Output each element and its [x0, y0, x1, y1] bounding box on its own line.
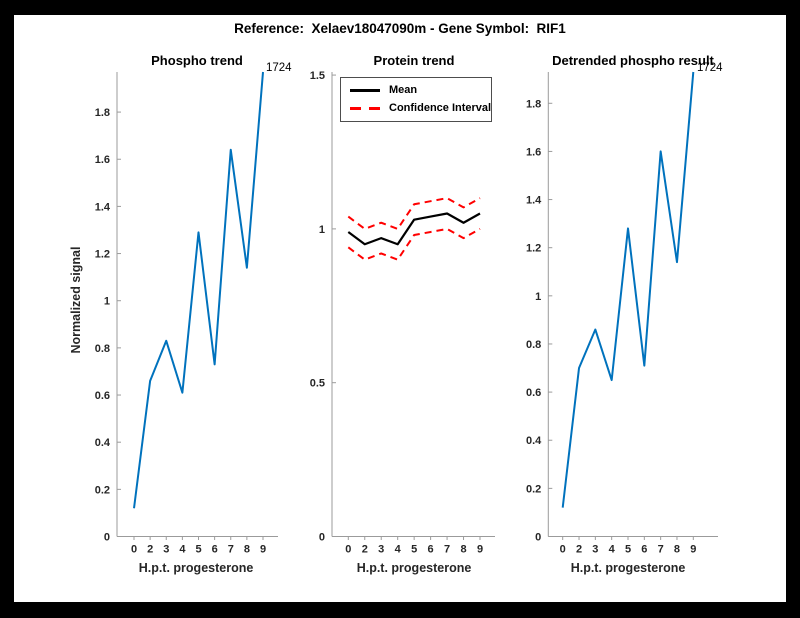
- series-line-confidence-lower: [347, 227, 481, 261]
- x-tick-label: 7: [228, 544, 234, 556]
- x-tick-label: 6: [428, 544, 434, 556]
- legend-swatch-ci-dashed-line: [350, 107, 380, 110]
- y-tick-label: 1.5: [310, 70, 325, 82]
- x-tick-label: 2: [362, 544, 368, 556]
- y-tick-label: 1.2: [95, 249, 110, 261]
- x-tick-label: 7: [444, 544, 450, 556]
- y-tick-label: 0.4: [95, 437, 111, 449]
- matlab-figure: Reference: Xelaev18047090m - Gene Symbol…: [14, 15, 786, 602]
- x-tick-label: 2: [576, 544, 582, 556]
- ci-dash-sample: [350, 107, 361, 110]
- x-tick-label: 6: [641, 544, 647, 556]
- series-line-detrended-phospho: [561, 71, 695, 508]
- y-tick-label: 1: [319, 224, 325, 236]
- mean-line-sample: [350, 89, 380, 92]
- y-tick-label: 1.6: [526, 146, 541, 158]
- x-tick-label: 3: [592, 544, 598, 556]
- figure-title: Reference: Xelaev18047090m - Gene Symbol…: [234, 21, 566, 36]
- x-tick-label: 0: [131, 544, 137, 556]
- ci-dash-sample: [369, 107, 380, 110]
- y-axis-label: Normalized signal: [69, 246, 83, 354]
- x-tick-label: 5: [625, 544, 631, 556]
- x-tick-label: 6: [212, 544, 218, 556]
- y-tick-label: 0: [104, 532, 110, 544]
- y-tick-label: 1.4: [95, 201, 111, 213]
- series-line-confidence-upper: [347, 197, 481, 230]
- y-tick-label: 1.6: [95, 154, 110, 166]
- y-tick-label: 0.5: [310, 378, 325, 390]
- subplot-detrended-xlabel: H.p.t. progesterone: [570, 561, 686, 575]
- y-tick-label: 0.2: [526, 483, 541, 495]
- legend-label-confidence-interval: Confidence Interval: [389, 102, 492, 114]
- subplot-detrended-title: Detrended phospho result: [552, 53, 714, 68]
- y-tick-label: 0.8: [526, 339, 541, 351]
- datapoint-annotation-detrended: 1724: [697, 62, 723, 74]
- x-tick-label: 5: [411, 544, 417, 556]
- subplot-1: 0 2 3 4 5 6 7 8 900.511.5: [310, 70, 495, 556]
- subplot-protein-title: Protein trend: [373, 53, 455, 68]
- x-tick-label: 9: [690, 544, 696, 556]
- x-tick-label: 2: [147, 544, 153, 556]
- legend-swatch-mean-line: [350, 89, 380, 92]
- x-tick-label: 8: [460, 544, 466, 556]
- x-tick-label: 8: [674, 544, 680, 556]
- y-tick-label: 1: [535, 291, 541, 303]
- subplot-2: 0 2 3 4 5 6 7 8 900.20.40.60.811.21.41.61.8: [526, 71, 718, 556]
- legend-item-confidence-interval: Confidence Interval: [350, 102, 491, 115]
- y-tick-label: 0.8: [95, 343, 110, 355]
- legend-item-mean: Mean: [350, 84, 485, 97]
- x-tick-label: 9: [260, 544, 266, 556]
- y-tick-label: 0: [535, 532, 541, 544]
- x-tick-label: 4: [609, 544, 616, 556]
- x-tick-label: 7: [658, 544, 664, 556]
- datapoint-annotation-phospho: 1724: [266, 62, 292, 74]
- x-tick-label: 4: [395, 544, 402, 556]
- x-tick-label: 0: [560, 544, 566, 556]
- x-tick-label: 3: [163, 544, 169, 556]
- y-tick-label: 1.8: [526, 98, 541, 110]
- charts-canvas: 0 2 3 4 5 6 7 8 900.20.40.60.811.21.41.61.80 2 3 4 5…: [95, 70, 718, 556]
- series-line-phospho-signal: [133, 71, 264, 509]
- legend: Mean Confidence Interval: [340, 77, 492, 122]
- x-tick-label: 4: [179, 544, 186, 556]
- x-tick-label: 5: [195, 544, 201, 556]
- y-tick-label: 0.4: [526, 435, 542, 447]
- x-tick-label: 3: [378, 544, 384, 556]
- y-tick-label: 1.2: [526, 243, 541, 255]
- subplot-0: 0 2 3 4 5 6 7 8 900.20.40.60.811.21.41.61.8: [95, 71, 278, 556]
- y-tick-label: 1.4: [526, 195, 542, 207]
- y-tick-label: 0.6: [95, 390, 110, 402]
- legend-label-mean: Mean: [389, 84, 418, 96]
- y-tick-label: 1.8: [95, 107, 110, 119]
- y-tick-label: 0.6: [526, 387, 541, 399]
- x-tick-label: 8: [244, 544, 250, 556]
- y-tick-label: 0.2: [95, 484, 110, 496]
- series-line-mean: [347, 212, 481, 246]
- subplot-phospho-xlabel: H.p.t. progesterone: [138, 561, 254, 575]
- y-tick-label: 0: [319, 532, 325, 544]
- y-tick-label: 1: [104, 296, 110, 308]
- x-tick-label: 9: [477, 544, 483, 556]
- subplot-phospho-title: Phospho trend: [151, 53, 243, 68]
- subplot-protein-xlabel: H.p.t. progesterone: [356, 561, 472, 575]
- x-tick-label: 0: [345, 544, 351, 556]
